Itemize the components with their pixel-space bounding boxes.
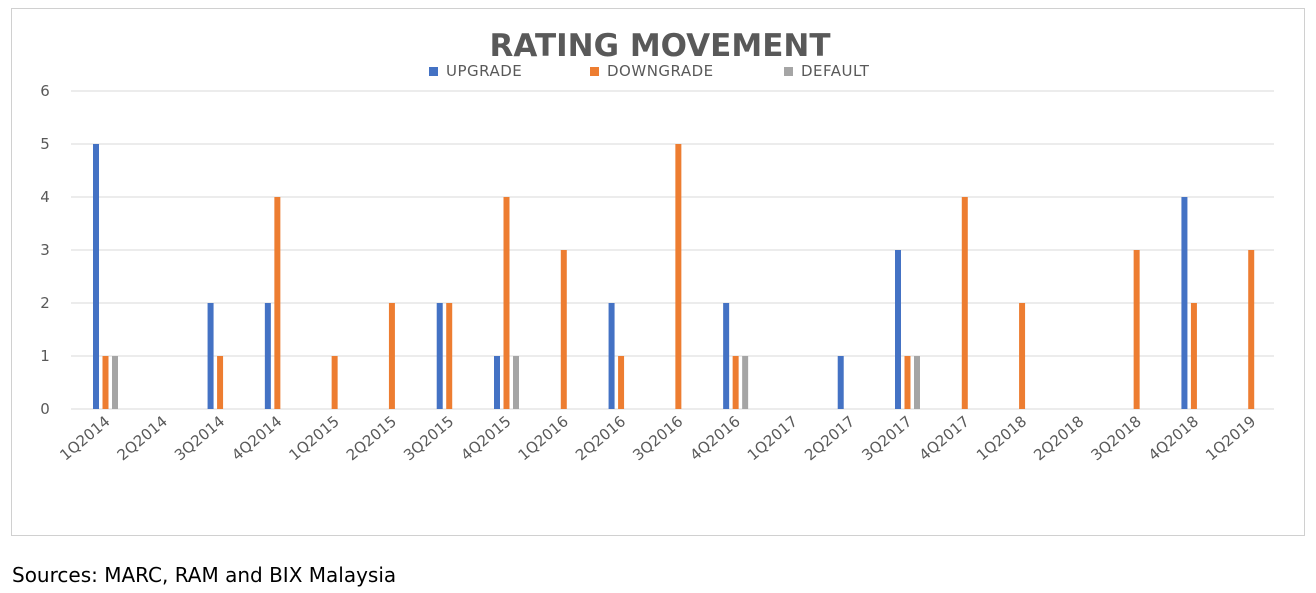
bar — [675, 144, 682, 409]
x-tick-label: 3Q2017 — [858, 412, 915, 464]
bar — [494, 356, 500, 409]
y-tick-label: 0 — [40, 400, 50, 418]
x-tick-label: 4Q2017 — [916, 412, 973, 464]
x-tick-label: 2Q2017 — [801, 412, 858, 464]
bar — [914, 356, 920, 409]
legend-swatch — [590, 67, 599, 76]
bar — [1181, 197, 1188, 409]
bars — [93, 144, 1255, 409]
x-tick-label: 3Q2015 — [400, 412, 457, 464]
x-tick-label: 1Q2019 — [1202, 412, 1259, 464]
x-tick-label: 2Q2018 — [1030, 412, 1087, 464]
bar — [264, 303, 271, 409]
bar — [503, 197, 510, 409]
bar — [961, 197, 968, 409]
bar — [732, 356, 739, 409]
bar — [274, 197, 281, 409]
bar — [207, 303, 214, 409]
y-tick-label: 6 — [40, 82, 50, 100]
x-tick-label: 4Q2014 — [228, 412, 285, 464]
bar — [560, 250, 567, 409]
chart-title: RATING MOVEMENT — [490, 28, 831, 64]
source-note: Sources: MARC, RAM and BIX Malaysia — [12, 563, 397, 587]
bar — [112, 356, 118, 409]
bar — [618, 356, 625, 409]
bar — [1190, 303, 1197, 409]
bar — [436, 303, 443, 409]
bar — [895, 250, 901, 409]
bar — [904, 356, 911, 409]
x-tick-label: 2Q2016 — [572, 412, 629, 464]
legend-swatch — [429, 67, 438, 76]
x-tick-label: 2Q2014 — [114, 412, 171, 464]
bar — [1019, 303, 1026, 409]
x-tick-label: 2Q2015 — [343, 412, 400, 464]
bar — [608, 303, 615, 409]
bar — [217, 356, 224, 409]
x-tick-label: 4Q2016 — [687, 412, 744, 464]
y-axis-ticks: 0 1 2 3 4 5 6 — [40, 82, 50, 418]
x-axis-ticks: 1Q2014 2Q2014 3Q2014 4Q2014 1Q2015 2Q2015 3Q20… — [56, 412, 1259, 464]
bar — [93, 144, 99, 409]
x-tick-label: 1Q2018 — [973, 412, 1030, 464]
bar — [742, 356, 749, 409]
x-tick-label: 4Q2015 — [457, 412, 514, 464]
y-tick-label: 4 — [40, 188, 50, 206]
legend-label: DOWNGRADE — [607, 62, 714, 80]
bar — [102, 356, 109, 409]
x-tick-label: 1Q2014 — [56, 412, 113, 464]
bar — [1248, 250, 1255, 409]
y-tick-label: 3 — [40, 241, 50, 259]
legend-swatch — [784, 67, 793, 76]
y-tick-label: 2 — [40, 294, 50, 312]
y-tick-label: 1 — [40, 347, 50, 365]
bar — [446, 303, 453, 409]
legend-label: DEFAULT — [801, 62, 870, 80]
gridlines — [71, 90, 1274, 410]
x-tick-label: 3Q2016 — [629, 412, 686, 464]
bar — [1133, 250, 1140, 409]
bar — [513, 356, 519, 409]
x-tick-label: 3Q2018 — [1088, 412, 1145, 464]
bar — [388, 303, 395, 409]
bar — [723, 303, 730, 409]
x-tick-label: 4Q2018 — [1145, 412, 1202, 464]
legend: UPGRADE DOWNGRADE DEFAULT — [429, 62, 870, 80]
x-tick-label: 1Q2015 — [286, 412, 343, 464]
y-tick-label: 5 — [40, 135, 50, 153]
x-tick-label: 1Q2016 — [515, 412, 572, 464]
x-tick-label: 1Q2017 — [744, 412, 801, 464]
x-tick-label: 3Q2014 — [171, 412, 228, 464]
bar — [331, 356, 338, 409]
legend-label: UPGRADE — [446, 62, 522, 80]
bar — [837, 356, 844, 409]
